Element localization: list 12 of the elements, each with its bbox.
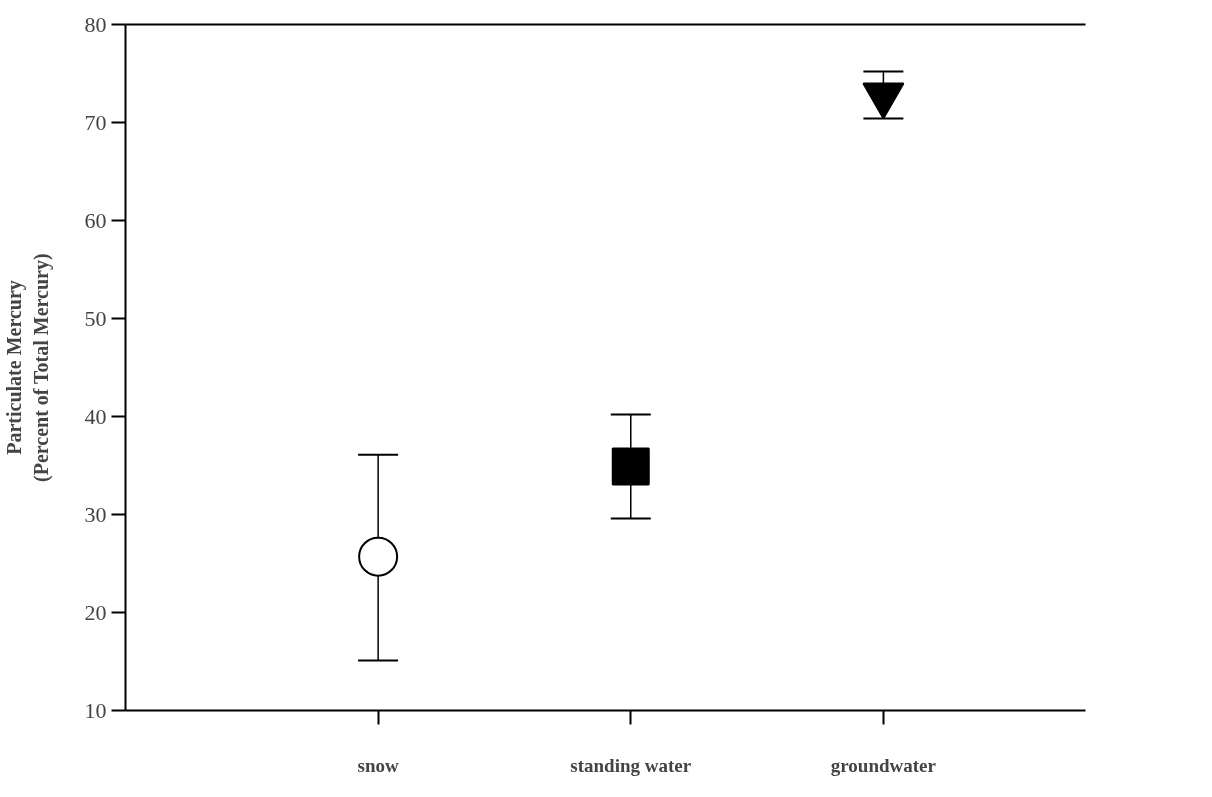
y-tick-label: 40	[84, 403, 107, 429]
x-tick-label: snow	[357, 754, 399, 776]
y-tick-label: 10	[84, 697, 107, 723]
y-tick-label: 20	[84, 599, 107, 625]
y-axis-title: Particulate Mercury (Percent of Total Mercury)	[3, 253, 53, 482]
x-tick-label: groundwater	[830, 754, 937, 776]
y-tick-label: 50	[84, 305, 107, 331]
x-tick-label: standing water	[570, 754, 692, 776]
y-tick-label: 60	[84, 207, 107, 233]
y-tick-label: 30	[84, 501, 107, 527]
y-tick-label: 70	[84, 109, 107, 135]
y-tick-label: 80	[84, 11, 107, 37]
